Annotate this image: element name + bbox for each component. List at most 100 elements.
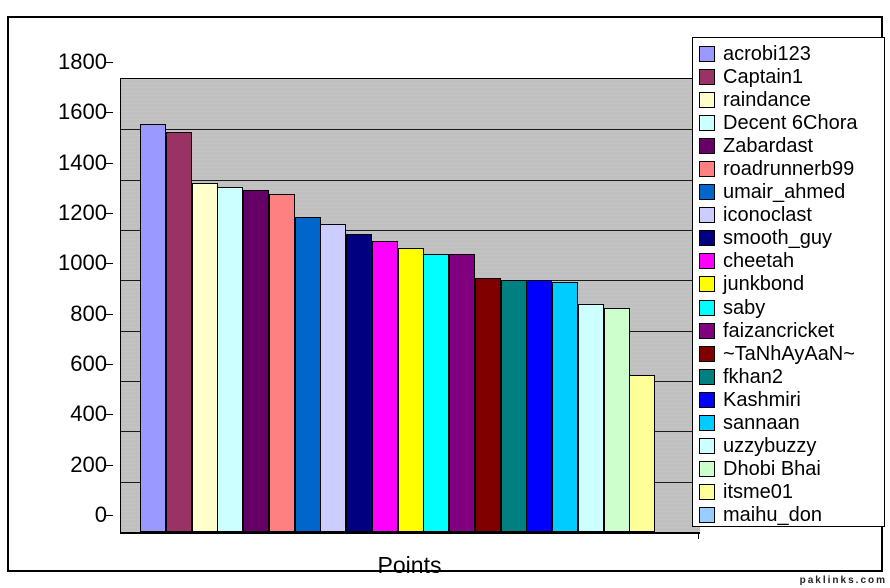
bar-decent-6chora [217, 187, 243, 532]
plot-area [120, 78, 700, 534]
legend-item: ~TaNhAyAaN~ [699, 342, 882, 365]
legend-item: cheetah [699, 250, 882, 273]
bar-umair-ahmed [295, 217, 321, 532]
y-axis-label-400: 400 [70, 401, 107, 426]
legend-item: Captain1 [699, 65, 882, 88]
x-axis-title: Points [377, 552, 442, 578]
chart-frame: 1800 1600 1400 1200 1000 800 600 400 200 0 Points… [7, 16, 885, 578]
watermark: paklinks.com [799, 575, 887, 586]
bar-sannaan [552, 282, 578, 532]
bar-zabardast [243, 190, 269, 532]
legend-swatch-icon [699, 461, 715, 478]
y-axis-label-600: 600 [70, 351, 107, 376]
legend-item: roadrunnerb99 [699, 157, 882, 180]
bar-cheetah [372, 241, 398, 532]
legend-label: roadrunnerb99 [723, 158, 855, 181]
legend-swatch-icon [699, 253, 715, 270]
y-axis-tick-200 [105, 465, 113, 466]
legend-item: Zabardast [699, 134, 882, 157]
legend-item: uzzybuzzy [699, 435, 882, 458]
bar-uzzybuzzy [578, 304, 604, 532]
legend-swatch-icon [699, 368, 715, 385]
legend-label: uzzybuzzy [723, 435, 817, 458]
legend-item: saby [699, 296, 882, 319]
legend-swatch-icon [699, 438, 715, 455]
gridline-1200 [121, 230, 700, 231]
legend-label: Decent 6Chora [723, 111, 858, 134]
y-axis-tick-600 [105, 364, 113, 365]
y-axis-tick-0 [105, 515, 113, 516]
y-axis-label-1000: 1000 [58, 250, 107, 275]
legend-label: junkbond [723, 273, 805, 296]
y-axis-tick-800 [105, 314, 113, 315]
legend-label: iconoclast [723, 204, 812, 227]
legend: acrobi123 Captain1 raindance Decent 6Chora Z… [692, 37, 885, 527]
y-axis-label-1600: 1600 [58, 99, 107, 124]
legend-label: smooth_guy [723, 227, 832, 250]
legend-label: Kashmiri [723, 388, 801, 411]
legend-swatch-icon [699, 207, 715, 224]
legend-swatch-icon [699, 322, 715, 339]
y-axis-label-1800: 1800 [58, 49, 107, 74]
legend-label: maihu_don [723, 504, 822, 527]
legend-item: smooth_guy [699, 227, 882, 250]
legend-swatch-icon [699, 137, 715, 154]
legend-label: raindance [723, 88, 811, 111]
legend-swatch-icon [699, 68, 715, 85]
gridline-1400 [121, 180, 700, 181]
legend-item: iconoclast [699, 204, 882, 227]
legend-swatch-icon [699, 299, 715, 316]
y-axis-tick-1000 [105, 263, 113, 264]
legend-label: sannaan [723, 412, 800, 435]
legend-item: Dhobi Bhai [699, 458, 882, 481]
bar-fkhan2 [501, 280, 527, 532]
y-axis-tick-1200 [105, 213, 113, 214]
y-axis-tick-1600 [105, 112, 113, 113]
legend-swatch-icon [699, 184, 715, 201]
bar-iconoclast [320, 224, 346, 532]
legend-label: saby [723, 296, 766, 319]
bar-acrobi123 [140, 124, 166, 532]
bar--tanhayaan- [475, 278, 501, 532]
x-axis-end-tick [698, 532, 699, 539]
legend-label: Zabardast [723, 134, 814, 157]
legend-label: cheetah [723, 250, 795, 273]
legend-swatch-icon [699, 161, 715, 178]
legend-item: sannaan [699, 412, 882, 435]
legend-item: acrobi123 [699, 42, 882, 65]
bar-dhobi-bhai [604, 308, 630, 532]
legend-swatch-icon [699, 415, 715, 432]
gridline-1600 [121, 129, 700, 130]
bar-faizancricket [449, 254, 475, 532]
y-axis-tick-1400 [105, 163, 113, 164]
legend-label: fkhan2 [723, 365, 784, 388]
legend-label: ~TaNhAyAaN~ [723, 342, 855, 365]
y-axis-label-1400: 1400 [58, 150, 107, 175]
legend-swatch-icon [699, 276, 715, 293]
legend-label: umair_ahmed [723, 181, 846, 204]
legend-swatch-icon [699, 230, 715, 247]
y-axis-tick-1800 [105, 62, 113, 63]
legend-label: faizancricket [723, 319, 835, 342]
y-axis-label-200: 200 [70, 452, 107, 477]
bar-roadrunnerb99 [269, 194, 295, 532]
y-axis-label-800: 800 [70, 301, 107, 326]
legend-item: fkhan2 [699, 365, 882, 388]
bar-raindance [192, 183, 218, 532]
legend-item: raindance [699, 88, 882, 111]
legend-item: itsme01 [699, 481, 882, 504]
bar-captain1 [166, 132, 192, 532]
bar-saby [423, 254, 449, 532]
legend-swatch-icon [699, 91, 715, 108]
legend-item: junkbond [699, 273, 882, 296]
y-axis-label-1200: 1200 [58, 200, 107, 225]
legend-swatch-icon [699, 45, 715, 62]
bar-junkbond [398, 248, 424, 532]
legend-label: acrobi123 [723, 42, 811, 65]
bar-itsme01 [629, 375, 655, 532]
bar-kashmiri [526, 280, 552, 532]
legend-item: Kashmiri [699, 388, 882, 411]
legend-swatch-icon [699, 391, 715, 408]
legend-swatch-icon [699, 345, 715, 362]
